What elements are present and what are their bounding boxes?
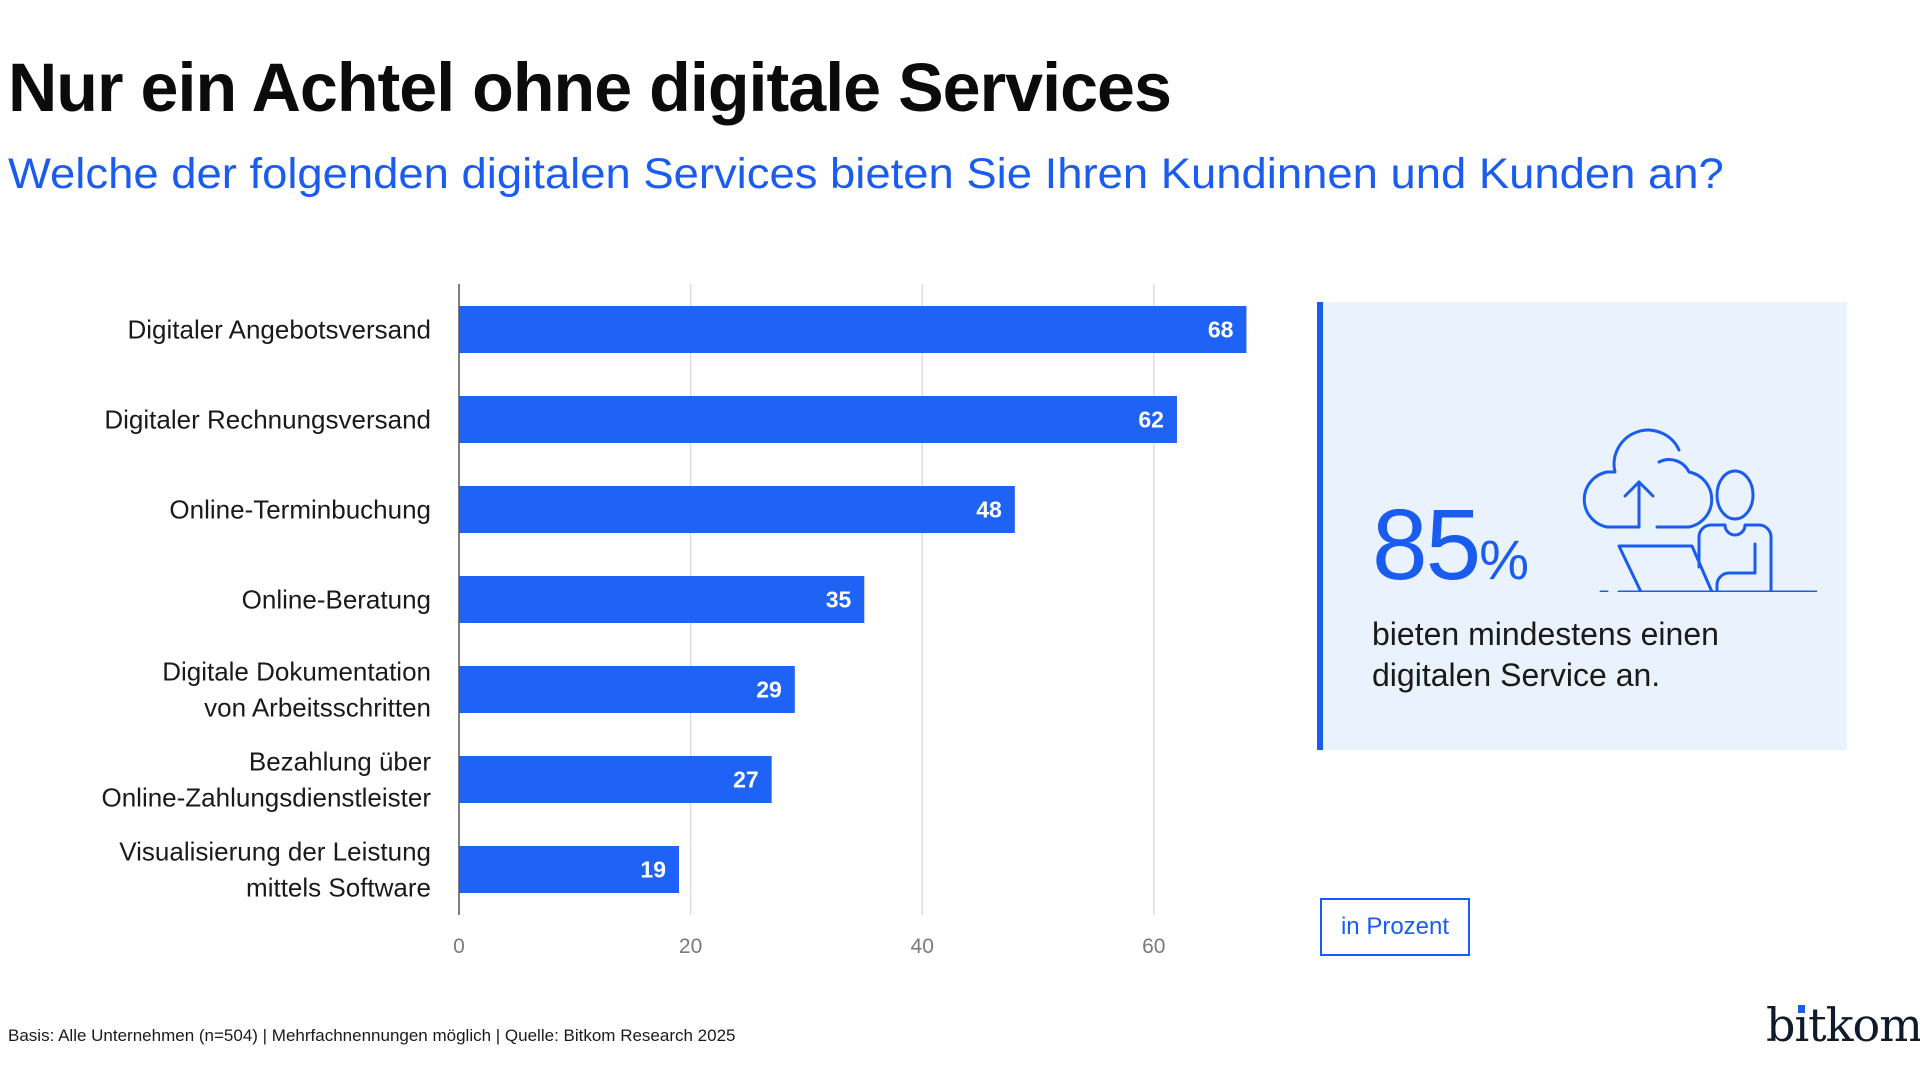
bitkom-logo: bı tkom <box>1766 998 1920 1052</box>
bar-group: 19 <box>459 846 680 893</box>
x-tick-label: 40 <box>911 935 934 958</box>
category-label-line: Online-Terminbuchung <box>169 495 431 525</box>
bar <box>459 576 865 623</box>
highlight-value: 85% <box>1372 488 1529 603</box>
logo-text-b: b <box>1766 998 1795 1052</box>
logo-text-rest: tkom <box>1808 998 1920 1052</box>
logo-i: ı <box>1794 998 1809 1052</box>
category-label-line: Visualisierung der Leistung <box>119 837 431 867</box>
category-label: Online-Terminbuchung <box>169 495 431 525</box>
bar <box>459 306 1247 353</box>
category-label: Digitale Dokumentation von Arbeitsschritt… <box>162 657 431 723</box>
bar-value-label: 48 <box>976 497 1002 523</box>
bar-group: 68 <box>459 306 1247 353</box>
laptop-icon <box>1599 544 1817 592</box>
bars: 68 62 48 35 29 27 19 <box>459 306 1247 893</box>
panel-accent-bar <box>1317 302 1323 750</box>
bar <box>459 486 1015 533</box>
highlight-panel: 85% bieten mindestens einen digitalen Se… <box>1317 302 1847 750</box>
chart-subtitle: Welche der folgenden digitalen Services … <box>8 150 1724 198</box>
x-axis-ticks: 0 20 40 60 <box>453 935 1165 958</box>
bar <box>459 846 680 893</box>
bar-value-label: 29 <box>756 677 782 703</box>
category-label: Visualisierung der Leistung mittels Softw… <box>119 837 431 903</box>
bar-value-label: 19 <box>640 857 666 883</box>
highlight-number: 85 <box>1372 489 1481 601</box>
logo-i-dot <box>1798 1005 1806 1013</box>
category-label: Online-Beratung <box>242 585 431 615</box>
category-label: Digitaler Rechnungsversand <box>104 405 431 435</box>
bar <box>459 666 795 713</box>
category-label-line: Online-Zahlungsdienstleister <box>101 783 431 813</box>
source-footnote: Basis: Alle Unternehmen (n=504) | Mehrfa… <box>8 1026 736 1045</box>
category-label: Bezahlung über Online-Zahlungsdienstleist… <box>101 747 431 813</box>
bar <box>459 396 1177 443</box>
bar-value-label: 68 <box>1208 317 1234 343</box>
category-labels: Digitaler Angebotsversand Digitaler Rechn… <box>101 315 431 903</box>
category-label: Digitaler Angebotsversand <box>127 315 431 345</box>
x-tick-label: 60 <box>1142 935 1165 958</box>
cloud-upload-icon <box>1582 428 1714 529</box>
bar-value-label: 62 <box>1138 407 1164 433</box>
category-label-line: mittels Software <box>246 873 431 903</box>
bar-group: 35 <box>459 576 865 623</box>
cloud-upload-person-laptop-icon <box>1582 428 1817 592</box>
x-tick-label: 20 <box>679 935 702 958</box>
bar-value-label: 35 <box>826 587 852 613</box>
highlight-text: bieten mindestens einen digitalen Servic… <box>1372 616 1719 693</box>
category-label-line: von Arbeitsschritten <box>204 693 431 723</box>
bar-group: 62 <box>459 396 1177 443</box>
highlight-unit: % <box>1479 528 1530 591</box>
category-label-line: Digitaler Rechnungsversand <box>104 405 431 435</box>
bar-group: 48 <box>459 486 1015 533</box>
x-tick-label: 0 <box>453 935 465 958</box>
bar-chart: 68 62 48 35 29 27 19 Digitaler Angebotsversand… <box>101 284 1247 958</box>
category-label-line: Online-Beratung <box>242 585 431 615</box>
unit-label-box: in Prozent <box>1320 898 1470 956</box>
category-label-line: Digitale Dokumentation <box>162 657 431 687</box>
bar-group: 27 <box>459 756 772 803</box>
category-label-line: Bezahlung über <box>249 747 431 777</box>
person-icon <box>1697 469 1773 592</box>
chart-title: Nur ein Achtel ohne digitale Services <box>8 49 1172 126</box>
bar <box>459 756 772 803</box>
bar-value-label: 27 <box>733 767 759 793</box>
category-label-line: Digitaler Angebotsversand <box>127 315 431 345</box>
bar-group: 29 <box>459 666 795 713</box>
